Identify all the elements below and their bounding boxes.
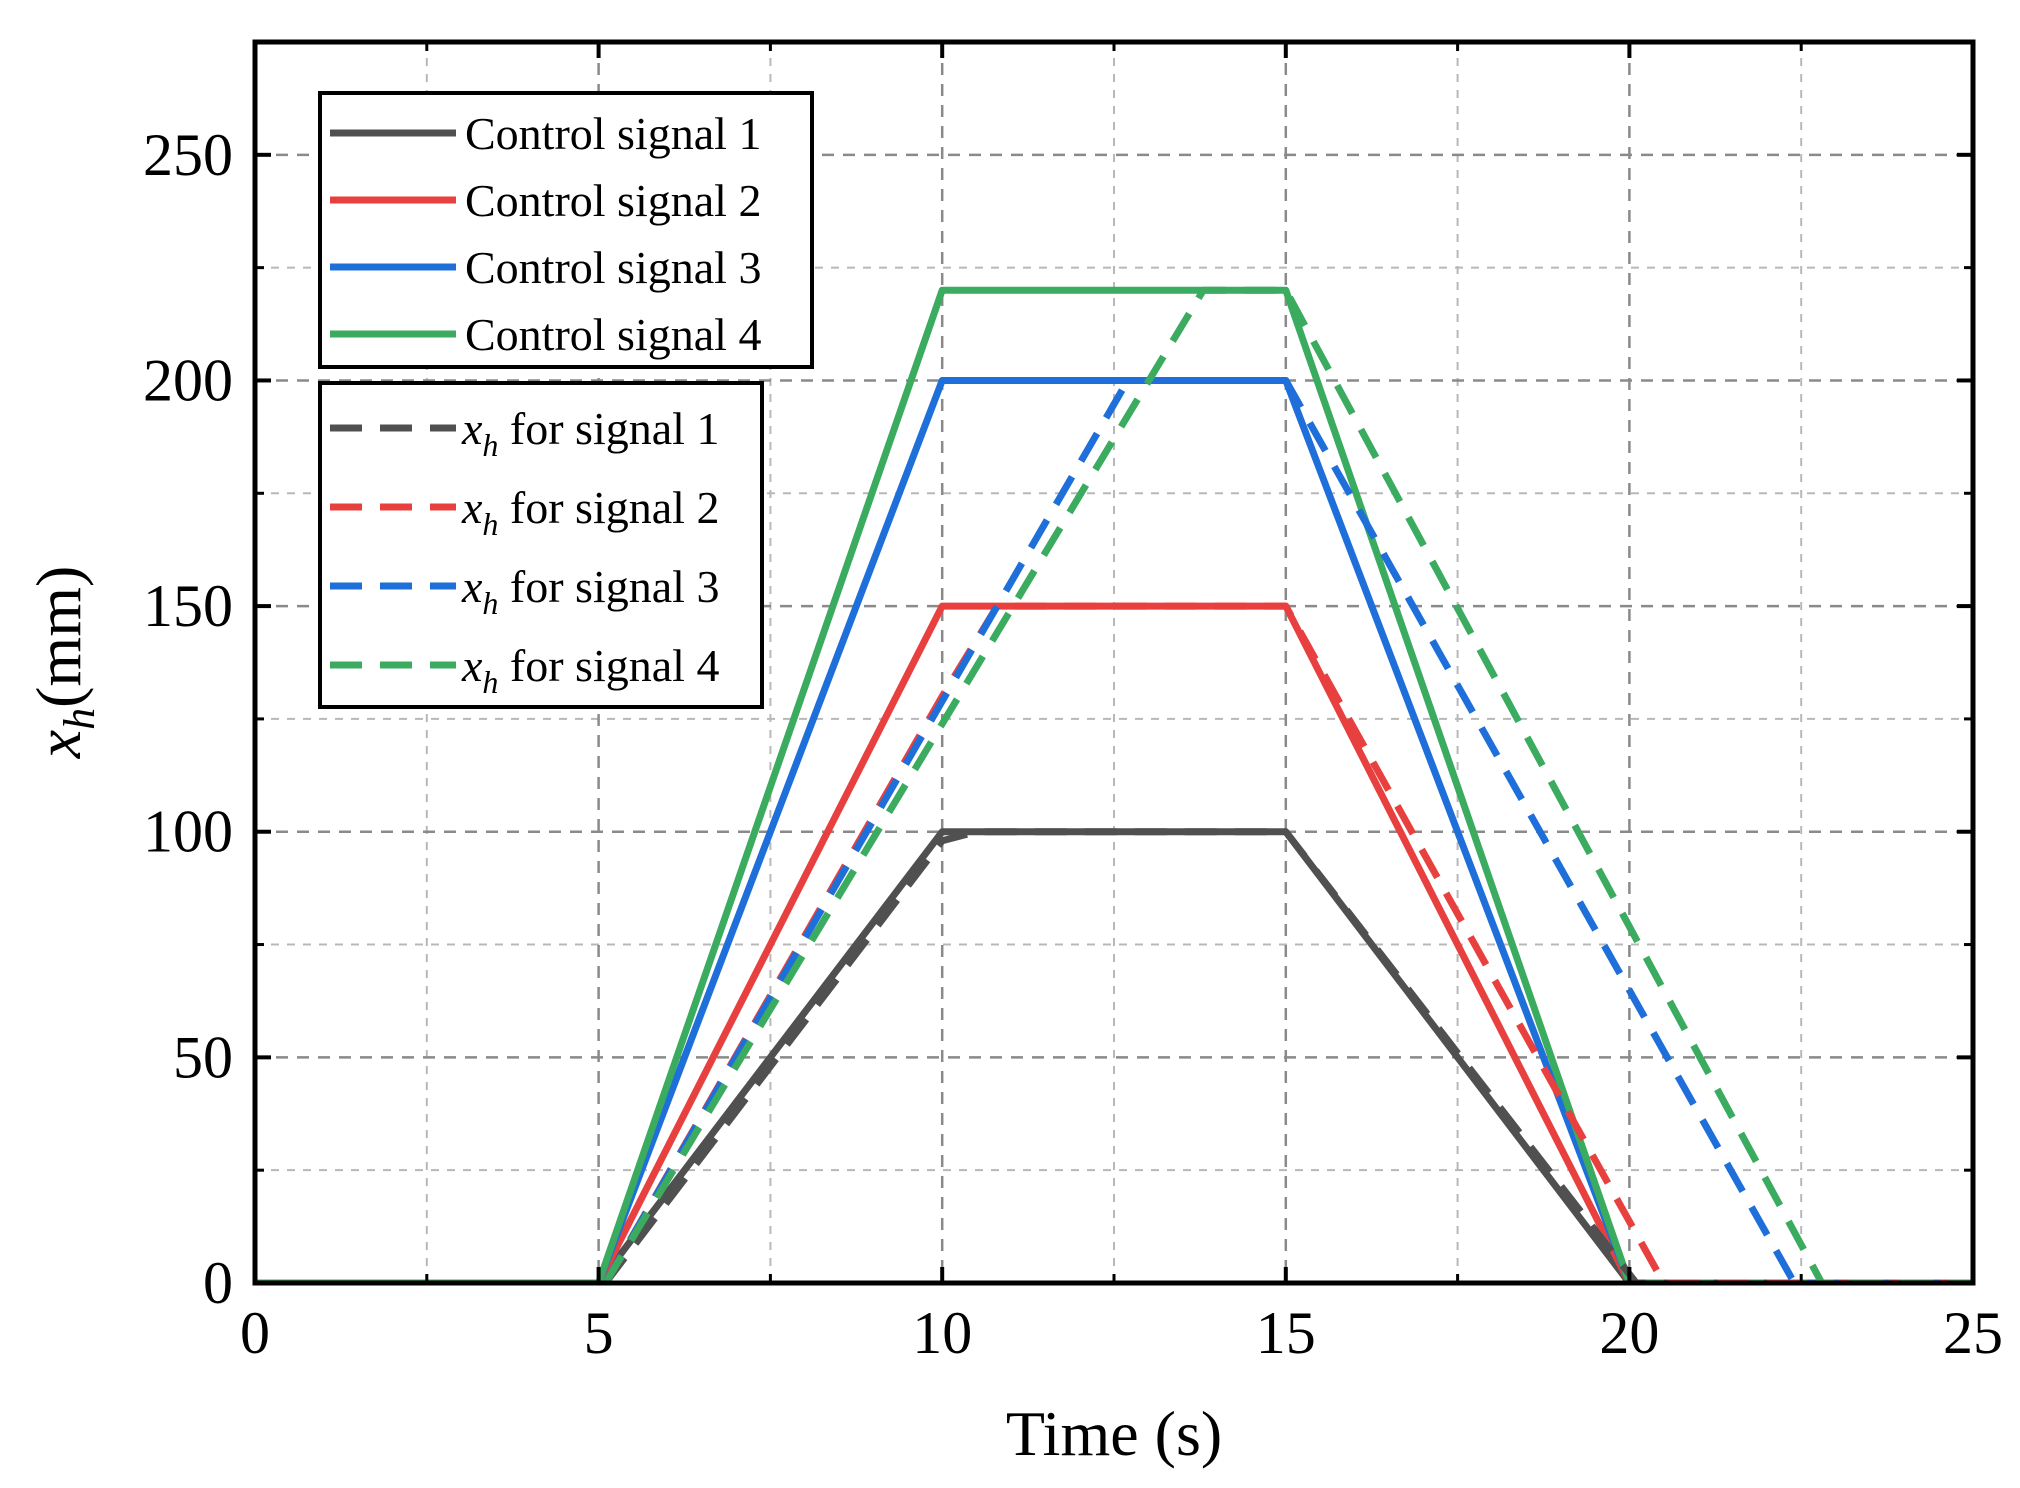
y-tick-label: 50 bbox=[173, 1024, 233, 1090]
x-tick-label: 20 bbox=[1599, 1300, 1659, 1366]
y-axis-title: xh(mm) bbox=[23, 566, 104, 760]
legend-control: Control signal 1 Control signal 2 Control … bbox=[318, 91, 814, 369]
series-line-control-2 bbox=[255, 602, 1973, 1283]
legend-label: Control signal 4 bbox=[465, 309, 761, 360]
legend-label: Control signal 3 bbox=[465, 242, 761, 293]
legend-label: Control signal 2 bbox=[465, 175, 761, 226]
ticks bbox=[253, 42, 1975, 1285]
y-tick-label: 100 bbox=[143, 799, 233, 865]
y-axis-var: x bbox=[23, 730, 94, 759]
legend-control-box bbox=[318, 91, 814, 369]
y-axis-unit: (mm) bbox=[23, 566, 94, 708]
legend-response: xh for signal 1 xh for signal 2 xh for sig… bbox=[318, 381, 764, 709]
y-tick-label: 200 bbox=[143, 347, 233, 413]
x-axis-title: Time (s) bbox=[1006, 1398, 1222, 1469]
y-axis-sub: h bbox=[55, 708, 104, 730]
series-layer bbox=[255, 286, 1973, 1283]
legend-label: xh for signal 2 bbox=[461, 482, 719, 542]
x-tick-label: 10 bbox=[912, 1300, 972, 1366]
x-tick-label: 0 bbox=[240, 1300, 270, 1366]
y-tick-label: 150 bbox=[143, 573, 233, 639]
legend-label: Control signal 1 bbox=[465, 108, 761, 159]
series-line-control-3 bbox=[255, 376, 1973, 1283]
x-tick-label: 5 bbox=[584, 1300, 614, 1366]
legend-response-box bbox=[318, 381, 764, 709]
grid bbox=[255, 42, 1973, 1283]
legend-label: xh for signal 4 bbox=[461, 640, 719, 700]
y-tick-label: 250 bbox=[143, 122, 233, 188]
x-tick-label: 25 bbox=[1943, 1300, 2003, 1366]
y-tick-label: 0 bbox=[203, 1250, 233, 1316]
series-line-response-3 bbox=[255, 376, 1973, 1283]
legend-label: xh for signal 1 bbox=[461, 403, 719, 463]
x-tick-label: 15 bbox=[1256, 1300, 1316, 1366]
series-line-response-4 bbox=[255, 286, 1973, 1283]
series-line-control-4 bbox=[255, 286, 1973, 1283]
legend-label: xh for signal 3 bbox=[461, 561, 719, 621]
